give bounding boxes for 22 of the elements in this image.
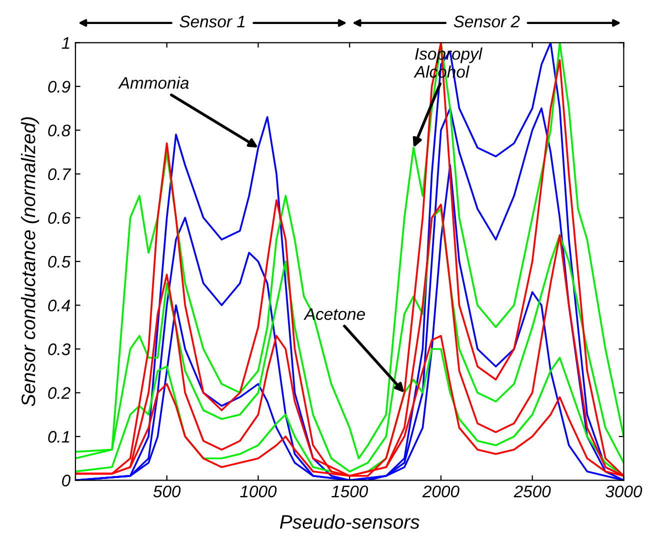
y-axis-title: Sensor conductance (normalized) [20,117,40,406]
y-tick-label: 1 [62,37,70,49]
annotation: Ammonia [118,76,189,89]
y-tick-label: 0 [62,474,70,486]
x-tick-label: 1500 [331,486,368,498]
text: Sensor 2 [454,16,520,28]
y-tick-label: 0.3 [48,343,70,356]
x-tick-label: 1000 [240,486,277,498]
y-tick-label: 0.2 [48,387,70,399]
x-tick-label: 500 [153,486,181,498]
y-tick-label: 0.8 [48,124,71,136]
y-tick-label: 0.4 [48,300,70,312]
y-tick-label: 0.7 [48,168,72,180]
text: Sensor 1 [180,16,244,28]
y-tick-label: 0.5 [48,256,71,268]
x-tick-label: 2000 [422,486,460,498]
y-tick-label: 0.1 [48,430,70,443]
x-axis-title: Pseudo-sensors [280,514,420,529]
x-tick-label: 3000 [606,486,642,498]
y-tick-label: 0.9 [48,80,70,93]
x-tick-label: 2500 [514,486,551,498]
y-tick-label: 0.6 [48,212,71,224]
